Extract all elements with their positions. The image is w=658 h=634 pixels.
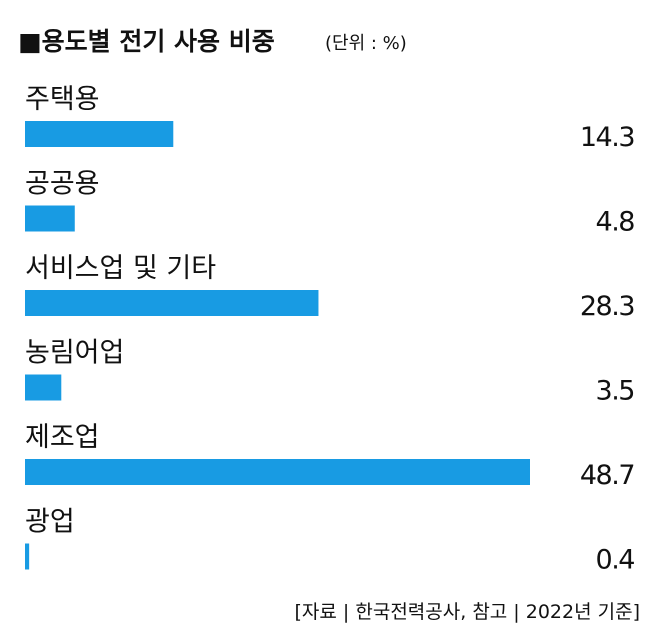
bar	[25, 459, 530, 485]
source-note: [자료 | 한국전력공사, 참고 | 2022년 기준]	[295, 601, 641, 623]
category-label: 농림어업	[25, 338, 124, 369]
category-label: 공공용	[25, 169, 100, 200]
value-label: 3.5	[596, 376, 634, 407]
bar	[25, 543, 30, 570]
value-label: 28.3	[580, 291, 634, 322]
bar	[25, 205, 75, 232]
category-label: 주택용	[25, 84, 100, 115]
category-label: 서비스업 및 기타	[25, 253, 216, 284]
value-label: 4.8	[596, 207, 635, 238]
chart-subtitle: (단위 : %)	[325, 33, 407, 54]
category-label: 광업	[25, 507, 75, 538]
bar	[25, 121, 174, 147]
value-label: 48.7	[580, 460, 634, 491]
category-label: 제조업	[25, 422, 100, 453]
value-label: 14.3	[580, 122, 634, 153]
value-label: 0.4	[596, 545, 635, 576]
bar	[25, 374, 62, 401]
bar	[25, 290, 319, 316]
chart-title: ■용도별 전기 사용 비중	[18, 27, 275, 56]
